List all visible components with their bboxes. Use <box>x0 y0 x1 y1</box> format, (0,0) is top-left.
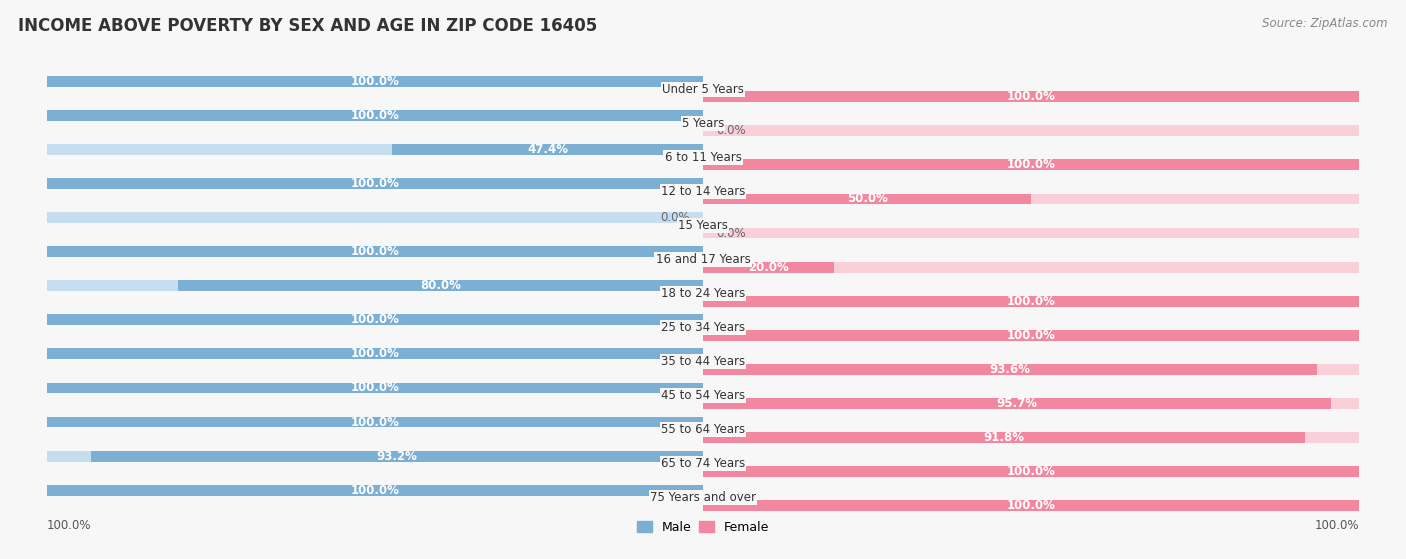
Bar <box>703 500 1360 511</box>
Bar <box>703 228 1360 239</box>
Bar <box>703 91 1360 102</box>
Bar <box>703 262 834 272</box>
Bar <box>703 193 1360 205</box>
Text: 35 to 44 Years: 35 to 44 Years <box>661 355 745 368</box>
Bar <box>46 178 703 189</box>
Text: 100.0%: 100.0% <box>1007 329 1056 342</box>
Bar <box>46 110 703 121</box>
Text: 80.0%: 80.0% <box>420 280 461 292</box>
Text: 91.8%: 91.8% <box>984 431 1025 444</box>
Text: 0.0%: 0.0% <box>661 211 690 224</box>
Text: 100.0%: 100.0% <box>350 177 399 190</box>
Text: 45 to 54 Years: 45 to 54 Years <box>661 389 745 402</box>
Bar <box>703 296 1360 306</box>
Bar <box>703 330 1360 340</box>
Bar <box>46 178 703 189</box>
Bar <box>46 382 703 394</box>
Text: 15 Years: 15 Years <box>678 219 728 232</box>
Bar <box>703 500 1360 511</box>
Text: 12 to 14 Years: 12 to 14 Years <box>661 185 745 198</box>
Text: 100.0%: 100.0% <box>350 245 399 258</box>
Bar <box>91 451 703 462</box>
Bar <box>703 125 1360 136</box>
Bar <box>46 76 703 87</box>
Bar <box>46 315 703 325</box>
Bar <box>46 247 703 257</box>
Text: 100.0%: 100.0% <box>1007 91 1056 103</box>
Bar <box>46 416 703 428</box>
Bar <box>46 315 703 325</box>
Text: 93.2%: 93.2% <box>377 449 418 462</box>
Bar <box>46 485 703 496</box>
Text: 100.0%: 100.0% <box>1007 158 1056 172</box>
Text: 75 Years and over: 75 Years and over <box>650 491 756 504</box>
Text: Under 5 Years: Under 5 Years <box>662 83 744 96</box>
Bar <box>179 281 703 291</box>
Bar <box>46 110 703 121</box>
Legend: Male, Female: Male, Female <box>631 515 775 538</box>
Text: 95.7%: 95.7% <box>997 397 1038 410</box>
Bar <box>46 451 703 462</box>
Text: 100.0%: 100.0% <box>1007 295 1056 307</box>
Text: 100.0%: 100.0% <box>350 381 399 395</box>
Text: 50.0%: 50.0% <box>846 192 887 206</box>
Bar <box>703 296 1360 306</box>
Bar <box>46 348 703 359</box>
Bar <box>46 247 703 257</box>
Bar <box>703 466 1360 477</box>
Text: 65 to 74 Years: 65 to 74 Years <box>661 457 745 470</box>
Bar <box>703 364 1360 375</box>
Bar <box>392 144 703 155</box>
Bar <box>703 159 1360 170</box>
Text: 47.4%: 47.4% <box>527 143 568 156</box>
Text: INCOME ABOVE POVERTY BY SEX AND AGE IN ZIP CODE 16405: INCOME ABOVE POVERTY BY SEX AND AGE IN Z… <box>18 17 598 35</box>
Bar <box>703 364 1317 375</box>
Text: 18 to 24 Years: 18 to 24 Years <box>661 287 745 300</box>
Text: 55 to 64 Years: 55 to 64 Years <box>661 423 745 436</box>
Text: 100.0%: 100.0% <box>350 75 399 88</box>
Text: 100.0%: 100.0% <box>350 415 399 429</box>
Bar <box>46 382 703 394</box>
Bar <box>703 193 1031 205</box>
Text: 100.0%: 100.0% <box>350 314 399 326</box>
Text: 6 to 11 Years: 6 to 11 Years <box>665 151 741 164</box>
Text: 100.0%: 100.0% <box>1007 499 1056 512</box>
Bar <box>703 330 1360 340</box>
Bar <box>46 212 703 223</box>
Text: 0.0%: 0.0% <box>716 226 745 239</box>
Bar <box>46 144 703 155</box>
Text: 0.0%: 0.0% <box>716 125 745 138</box>
Bar <box>46 76 703 87</box>
Text: 100.0%: 100.0% <box>1007 465 1056 478</box>
Bar <box>46 485 703 496</box>
Bar <box>46 348 703 359</box>
Bar <box>703 398 1360 409</box>
Bar <box>703 262 1360 272</box>
Text: 100.0%: 100.0% <box>46 519 91 532</box>
Bar <box>703 432 1305 443</box>
Bar <box>703 466 1360 477</box>
Bar <box>703 398 1331 409</box>
Text: 5 Years: 5 Years <box>682 117 724 130</box>
Text: 100.0%: 100.0% <box>350 109 399 122</box>
Text: Source: ZipAtlas.com: Source: ZipAtlas.com <box>1263 17 1388 30</box>
Bar <box>703 159 1360 170</box>
Text: 93.6%: 93.6% <box>990 363 1031 376</box>
Bar <box>46 416 703 428</box>
Text: 25 to 34 Years: 25 to 34 Years <box>661 321 745 334</box>
Text: 20.0%: 20.0% <box>748 260 789 273</box>
Bar <box>703 91 1360 102</box>
Bar <box>46 281 703 291</box>
Text: 100.0%: 100.0% <box>350 348 399 361</box>
Bar <box>703 432 1360 443</box>
Text: 100.0%: 100.0% <box>350 484 399 496</box>
Text: 100.0%: 100.0% <box>1315 519 1360 532</box>
Text: 16 and 17 Years: 16 and 17 Years <box>655 253 751 266</box>
